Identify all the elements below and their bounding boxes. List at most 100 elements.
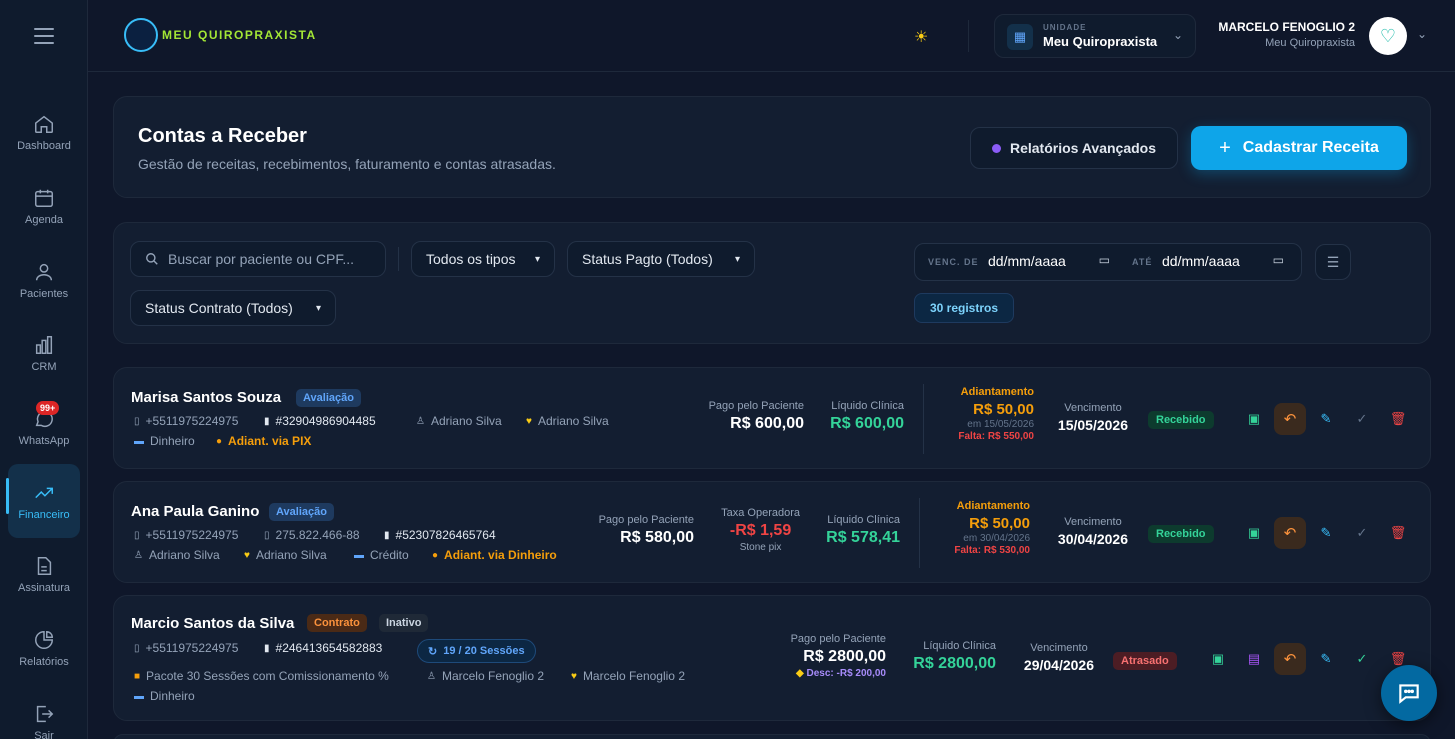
reports-button-label: Relatórios Avançados (1009, 140, 1156, 156)
sidebar-item-pacientes[interactable]: Pacientes (0, 243, 88, 317)
sidebar-item-relatorios[interactable]: Relatórios (0, 612, 88, 686)
contract-status-select[interactable]: Status Contrato (Todos) ▾ (130, 290, 336, 326)
search-input[interactable] (168, 251, 378, 267)
list-item[interactable]: Ana Paula Ganino Avaliação ▯ +55119752249… (113, 481, 1431, 583)
money-bag-icon: ● (432, 549, 439, 561)
add-revenue-button[interactable]: + Cadastrar Receita (1191, 126, 1407, 170)
payment-method-value: Dinheiro (150, 434, 195, 448)
edit-icon[interactable]: ✎ (1320, 651, 1332, 666)
trash-icon[interactable]: 🗑 (1389, 651, 1407, 666)
tag-icon: ◆ (796, 668, 807, 679)
edit-icon[interactable]: ✎ (1320, 525, 1332, 540)
record-code-value: #32904986904485 (275, 414, 376, 428)
due-label: Vencimento (1064, 516, 1122, 528)
chevron-down-icon[interactable]: ⌄ (1416, 27, 1427, 41)
trash-icon[interactable]: 🗑 (1389, 411, 1407, 426)
sidebar-item-agenda[interactable]: Agenda (0, 170, 88, 244)
chart-icon: ▮ (384, 529, 390, 541)
sidebar-item-sair[interactable]: Sair (0, 686, 88, 739)
due-to-input[interactable]: dd/mm/aaaa ▭ (1162, 253, 1284, 273)
payment-status-select[interactable]: Status Pagto (Todos) ▾ (567, 241, 755, 277)
status-badge: Recebido (1148, 525, 1214, 543)
advance-value: R$ 50,00 (969, 515, 1030, 532)
chevron-down-icon: ▾ (734, 253, 740, 265)
due-from-value: dd/mm/aaaa (988, 253, 1066, 269)
due-column: Vencimento 15/05/2026 (1058, 402, 1128, 433)
theme-toggle-sun-icon[interactable]: ☀ (914, 29, 929, 46)
advance-missing: Falta: R$ 550,00 (958, 431, 1034, 442)
professional-value: Adriano Silva (148, 548, 220, 562)
receipt-icon[interactable]: ▣ (1247, 411, 1261, 426)
logo-icon (124, 18, 158, 52)
support-chat-button[interactable] (1381, 665, 1437, 721)
record-code: ▮ #246413654582883 (264, 641, 382, 655)
paid-value: R$ 2800,00 (803, 648, 886, 665)
type-select[interactable]: Todos os tipos ▾ (411, 241, 555, 277)
avatar[interactable]: ♡ (1369, 17, 1407, 55)
logo[interactable]: MEU QUIROPRAXISTA (124, 18, 317, 52)
patient-name[interactable]: Ana Paula Ganino (131, 503, 260, 520)
due-value: 30/04/2026 (1057, 531, 1128, 547)
menu-icon[interactable] (34, 28, 54, 44)
divider (919, 498, 920, 568)
check-icon[interactable]: ✓ (1356, 525, 1368, 540)
document-icon: ▮ (264, 642, 270, 654)
phone-value: +5511975224975 (145, 528, 239, 542)
sidebar-item-crm[interactable]: CRM (0, 317, 88, 391)
person-icon: ♙ (416, 415, 425, 427)
chevron-down-icon: ▾ (315, 302, 321, 314)
payment-method-value: Crédito (370, 548, 409, 562)
package: ■ Pacote 30 Sessões com Comissionamento % (134, 669, 389, 683)
professional: ♙ Marcelo Fenoglio 2 (427, 669, 544, 683)
receipt-icon[interactable]: ▣ (1247, 525, 1261, 540)
net-value: R$ 2800,00 (913, 655, 996, 672)
phone-icon: ▯ (134, 415, 140, 427)
due-from-input[interactable]: dd/mm/aaaa ▭ (988, 253, 1110, 273)
list-item[interactable]: Marcio Santos da Silva Contrato Inativo … (113, 595, 1431, 721)
sidebar-item-assinatura[interactable]: Assinatura (0, 538, 88, 612)
sidebar-item-financeiro[interactable]: Financeiro (6, 464, 80, 539)
due-date-range: VENC. DE dd/mm/aaaa ▭ ATÉ dd/mm/aaaa ▭ (914, 243, 1302, 281)
due-value: 29/04/2026 (1023, 657, 1094, 673)
contract-icon[interactable]: ▤ (1247, 651, 1261, 666)
due-value: 15/05/2026 (1057, 417, 1128, 433)
list-item[interactable] (113, 734, 1431, 739)
phone: ▯ +5511975224975 (134, 641, 238, 655)
patient-name[interactable]: Marcio Santos da Silva (131, 615, 295, 632)
discount-value: Desc: -R$ 200,00 (806, 668, 887, 679)
list-item[interactable]: Marisa Santos Souza Avaliação ▯ +55119752… (113, 367, 1431, 469)
professional-value: Marcelo Fenoglio 2 (441, 669, 545, 683)
user-name: MARCELO FENOGLIO 2 (1218, 20, 1355, 34)
undo-icon[interactable]: ↶ (1274, 643, 1306, 675)
advance-block: Adiantamento R$ 50,00 em 30/04/2026 Falta: … (954, 500, 1030, 556)
chat-bubble-icon (1399, 684, 1419, 704)
home-icon (35, 116, 53, 134)
due-from-label: VENC. DE (928, 257, 979, 267)
add-revenue-button-label: Cadastrar Receita (1242, 139, 1379, 156)
reports-button[interactable]: Relatórios Avançados (970, 127, 1178, 169)
check-icon[interactable]: ✓ (1356, 411, 1368, 426)
bar-chart-icon (35, 336, 53, 355)
sidebar-item-whatsapp[interactable]: 99+ WhatsApp (0, 391, 88, 465)
check-icon[interactable]: ✓ (1356, 651, 1368, 666)
topbar: MEU QUIROPRAXISTA ☀ ▦ UNIDADE Meu Quirop… (88, 0, 1455, 72)
divider (968, 20, 969, 52)
edit-icon[interactable]: ✎ (1320, 411, 1332, 426)
sort-button[interactable]: ☰ (1315, 244, 1351, 280)
paid-label: Pago pelo Paciente (790, 633, 886, 645)
net-label: Líquido Clínica (827, 514, 900, 526)
receipt-icon[interactable]: ▣ (1211, 651, 1225, 666)
trash-icon[interactable]: 🗑 (1389, 525, 1407, 540)
professional: ♙ Adriano Silva (416, 414, 502, 428)
search-box[interactable] (130, 241, 386, 277)
unit-selector[interactable]: ▦ UNIDADE Meu Quiropraxista ⌄ (994, 14, 1196, 58)
patient-name[interactable]: Marisa Santos Souza (131, 389, 282, 406)
sidebar: Dashboard Agenda Pacientes CRM 99+ Whats… (0, 0, 88, 739)
undo-icon[interactable]: ↶ (1274, 403, 1306, 435)
sidebar-item-label: CRM (31, 361, 57, 374)
calendar-icon: ▭ (1272, 253, 1284, 267)
sidebar-item-label: Pacientes (19, 287, 69, 300)
sidebar-item-dashboard[interactable]: Dashboard (0, 96, 88, 170)
undo-icon[interactable]: ↶ (1274, 517, 1306, 549)
card-icon: ▬ (354, 549, 364, 561)
